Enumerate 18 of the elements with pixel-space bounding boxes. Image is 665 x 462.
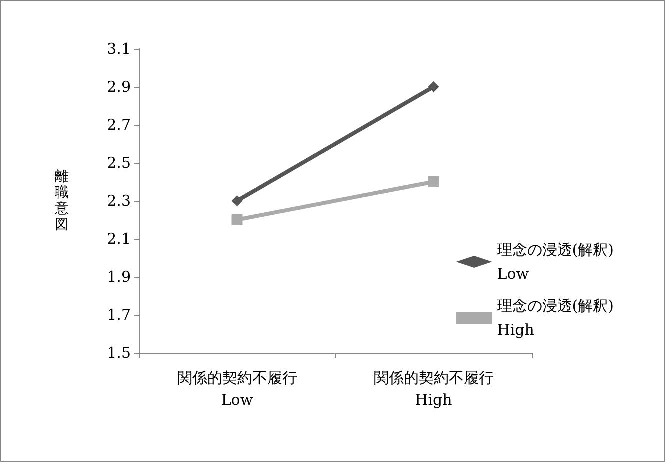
y-tick-label: 2.1: [107, 230, 131, 248]
y-tick-label: 2.3: [107, 192, 131, 210]
legend-label: 理念の浸透(解釈) High: [497, 297, 614, 339]
x-tick-label: 関係的契約不履行 High: [374, 369, 494, 409]
y-tick-label: 2.9: [107, 78, 131, 96]
y-tick-label: 1.9: [107, 268, 131, 286]
point: [428, 176, 440, 188]
y-tick-label: 1.7: [107, 306, 131, 324]
point: [428, 82, 440, 92]
y-tick-label: 2.5: [107, 154, 131, 172]
y-tick-label: 2.7: [107, 116, 131, 134]
y-tick-label: 1.5: [107, 344, 131, 362]
x-tick-label: 関係的契約不履行 Low: [177, 369, 298, 409]
y-axis-title: 離職意図: [54, 169, 69, 233]
y-tick-label: 3.1: [107, 40, 131, 58]
legend-label: 理念の浸透(解釈) Low: [497, 241, 614, 283]
point: [232, 214, 243, 226]
point: [232, 196, 243, 206]
